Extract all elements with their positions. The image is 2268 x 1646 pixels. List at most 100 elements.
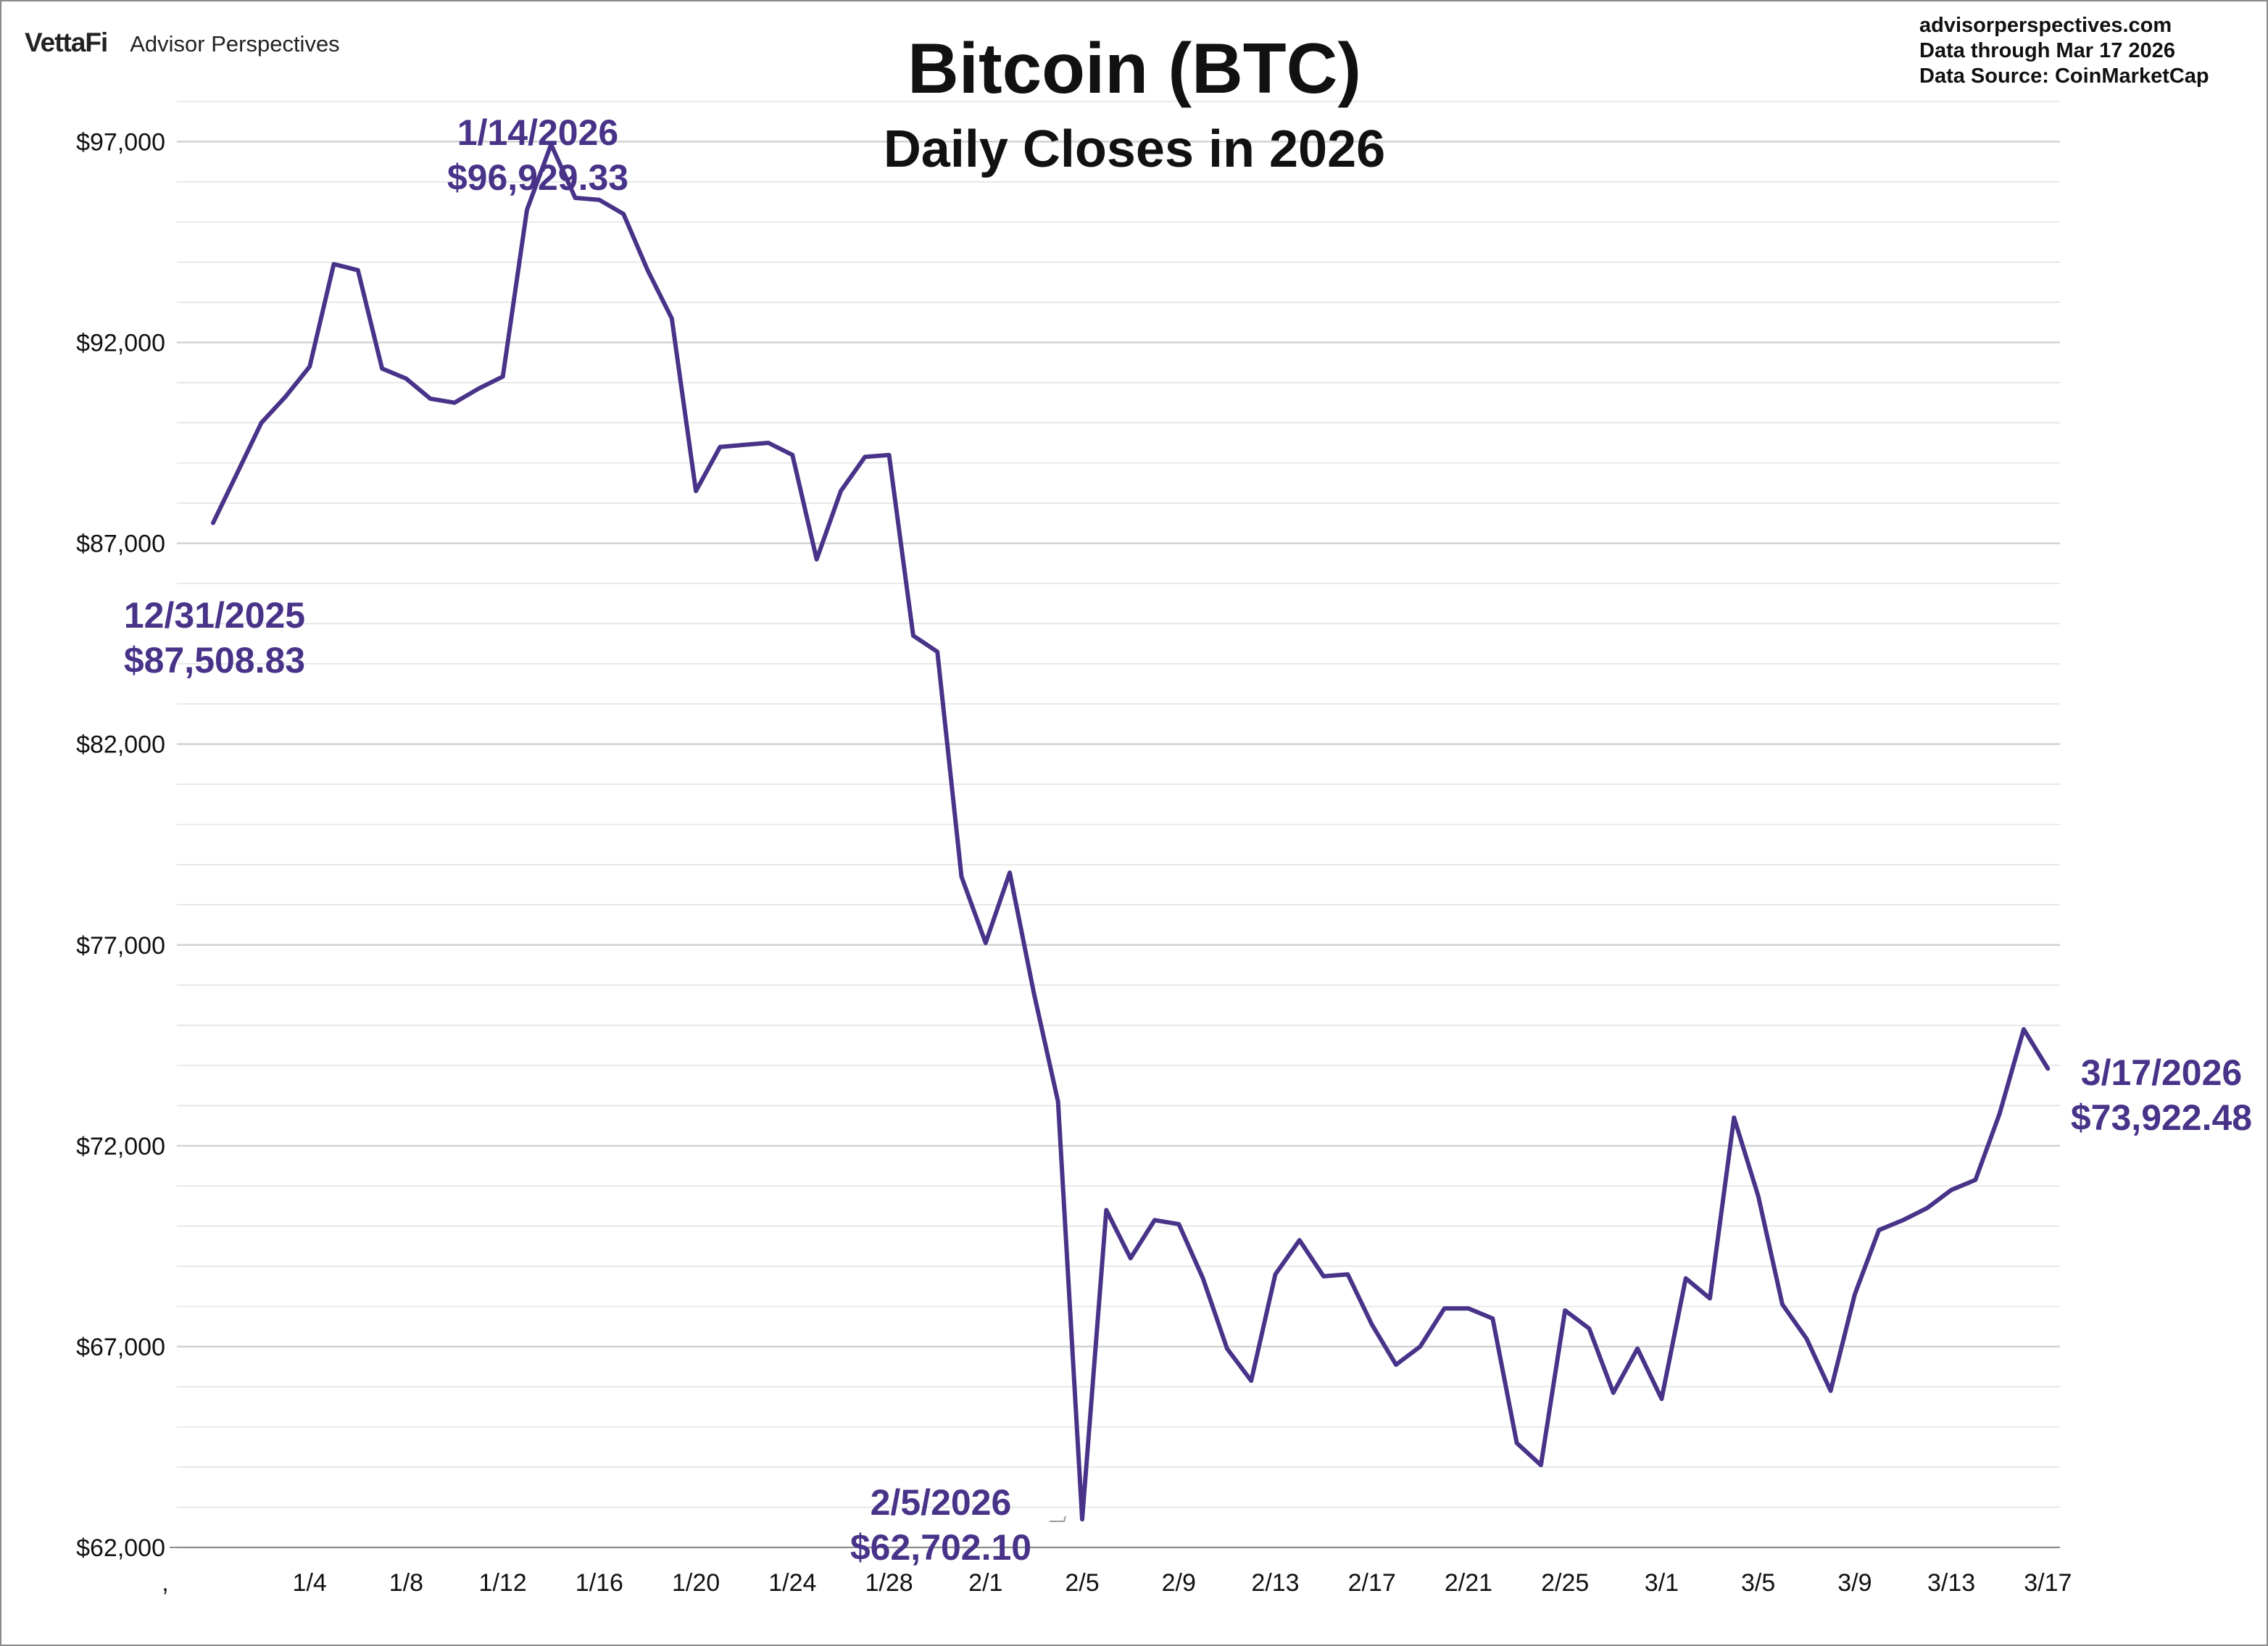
data-point: [863, 454, 867, 459]
annotation-value: $96,929.33: [447, 157, 628, 198]
data-point: [1418, 1344, 1422, 1349]
data-point: [887, 453, 892, 457]
data-point: [1756, 1194, 1761, 1198]
x-tick-label: 2/5: [1065, 1569, 1099, 1597]
data-point: [2045, 1066, 2050, 1071]
data-point: [1515, 1441, 1519, 1445]
data-point: [1877, 1228, 1881, 1232]
chart-title: Bitcoin (BTC): [907, 28, 1361, 108]
data-point: [815, 557, 819, 562]
data-point: [790, 453, 794, 457]
data-point: [1249, 1379, 1253, 1383]
x-tick-label: 3/5: [1741, 1569, 1775, 1597]
data-point: [2022, 1027, 2026, 1031]
annotation-leader: [1050, 1516, 1066, 1522]
data-point: [380, 367, 384, 371]
data-point: [1176, 1222, 1181, 1226]
data-point: [1804, 1337, 1808, 1341]
data-point: [428, 396, 433, 401]
data-point: [525, 208, 529, 212]
data-point: [307, 365, 312, 369]
data-point: [283, 394, 288, 399]
data-point: [766, 441, 770, 445]
data-point: [1853, 1292, 1857, 1297]
data-point: [1394, 1363, 1398, 1367]
data-point: [935, 649, 939, 654]
data-point: [1345, 1272, 1350, 1276]
x-tick-label: 3/9: [1837, 1569, 1872, 1597]
data-point: [1998, 1112, 2002, 1116]
data-point: [235, 471, 239, 475]
annotation-value: $87,508.83: [124, 640, 305, 681]
data-point: [1297, 1238, 1302, 1242]
data-point: [1587, 1326, 1592, 1331]
data-point: [1973, 1178, 1977, 1182]
x-tick-label: 2/13: [1251, 1569, 1299, 1597]
x-tick-label: 2/17: [1348, 1569, 1396, 1597]
x-tick-label: 3/1: [1645, 1569, 1679, 1597]
grid-lines: [177, 101, 2060, 1549]
data-point: [1539, 1463, 1543, 1467]
source-site: advisorperspectives.com: [1919, 14, 2172, 37]
x-tick-label: 1/28: [865, 1569, 913, 1597]
data-point: [597, 198, 602, 202]
brand: VettaFi Advisor Perspectives: [25, 28, 340, 58]
data-point: [694, 489, 698, 494]
data-point: [984, 941, 988, 945]
data-point: [1901, 1218, 1906, 1222]
data-point: [1829, 1389, 1833, 1393]
series-layer: [211, 142, 2051, 1522]
y-tick-label: $62,000: [76, 1534, 165, 1562]
data-point: [1635, 1347, 1640, 1351]
x-tick-label: 1/16: [576, 1569, 623, 1597]
data-point: [1129, 1256, 1133, 1260]
y-tick-label: $82,000: [76, 731, 165, 759]
data-point: [1780, 1302, 1785, 1307]
data-point: [742, 443, 747, 447]
data-point: [1008, 870, 1012, 875]
data-point: [1708, 1296, 1712, 1300]
annotation-date: 12/31/2025: [124, 595, 305, 636]
x-tick-label: 1/20: [672, 1569, 720, 1597]
data-point: [839, 489, 843, 494]
data-point: [621, 212, 626, 216]
data-point: [1056, 1100, 1060, 1104]
chart-subtitle: Daily Closes in 2026: [884, 120, 1385, 178]
data-point: [501, 375, 505, 379]
data-point: [1321, 1274, 1326, 1279]
axes: $62,000 $67,000 $72,000 $77,000 $82,000 $87,0…: [76, 128, 2072, 1597]
x-tick-label: 2/21: [1445, 1569, 1492, 1597]
data-point: [1104, 1208, 1108, 1213]
data-point: [670, 316, 674, 320]
data-point: [1031, 991, 1036, 995]
data-point: [211, 520, 215, 525]
y-tick-label: $92,000: [76, 330, 165, 357]
data-through: Data through Mar 17 2026: [1919, 39, 2175, 62]
data-point: [1925, 1206, 1930, 1210]
data-point: [259, 420, 264, 425]
annotations: 12/31/2025$87,508.83 1/14/2026$96,929.33 2…: [124, 112, 2252, 1568]
data-point: [960, 875, 964, 879]
annotation-value: $62,702.10: [850, 1527, 1031, 1568]
x-tick-label: 2/9: [1162, 1569, 1196, 1597]
data-point: [404, 376, 408, 381]
x-tick-label: 1/4: [293, 1569, 327, 1597]
data-point: [476, 386, 481, 391]
data-point: [1442, 1306, 1447, 1310]
y-tick-label: $97,000: [76, 128, 165, 156]
data-point: [1490, 1316, 1495, 1321]
x-tick-label: 1/24: [768, 1569, 816, 1597]
data-point: [1274, 1272, 1278, 1276]
vettafi-logo: VettaFi: [25, 28, 108, 57]
data-point: [1949, 1188, 1953, 1192]
data-point: [1659, 1397, 1663, 1401]
source-block: advisorperspectives.com Data through Mar…: [1919, 13, 2209, 89]
data-point: [646, 268, 650, 273]
x-tick-label: 1/12: [479, 1569, 527, 1597]
data-point: [1684, 1276, 1688, 1281]
x-tick-label: 2/25: [1541, 1569, 1589, 1597]
data-point: [911, 633, 915, 638]
x-tick-label: ,: [162, 1569, 168, 1597]
y-tick-label: $72,000: [76, 1133, 165, 1160]
